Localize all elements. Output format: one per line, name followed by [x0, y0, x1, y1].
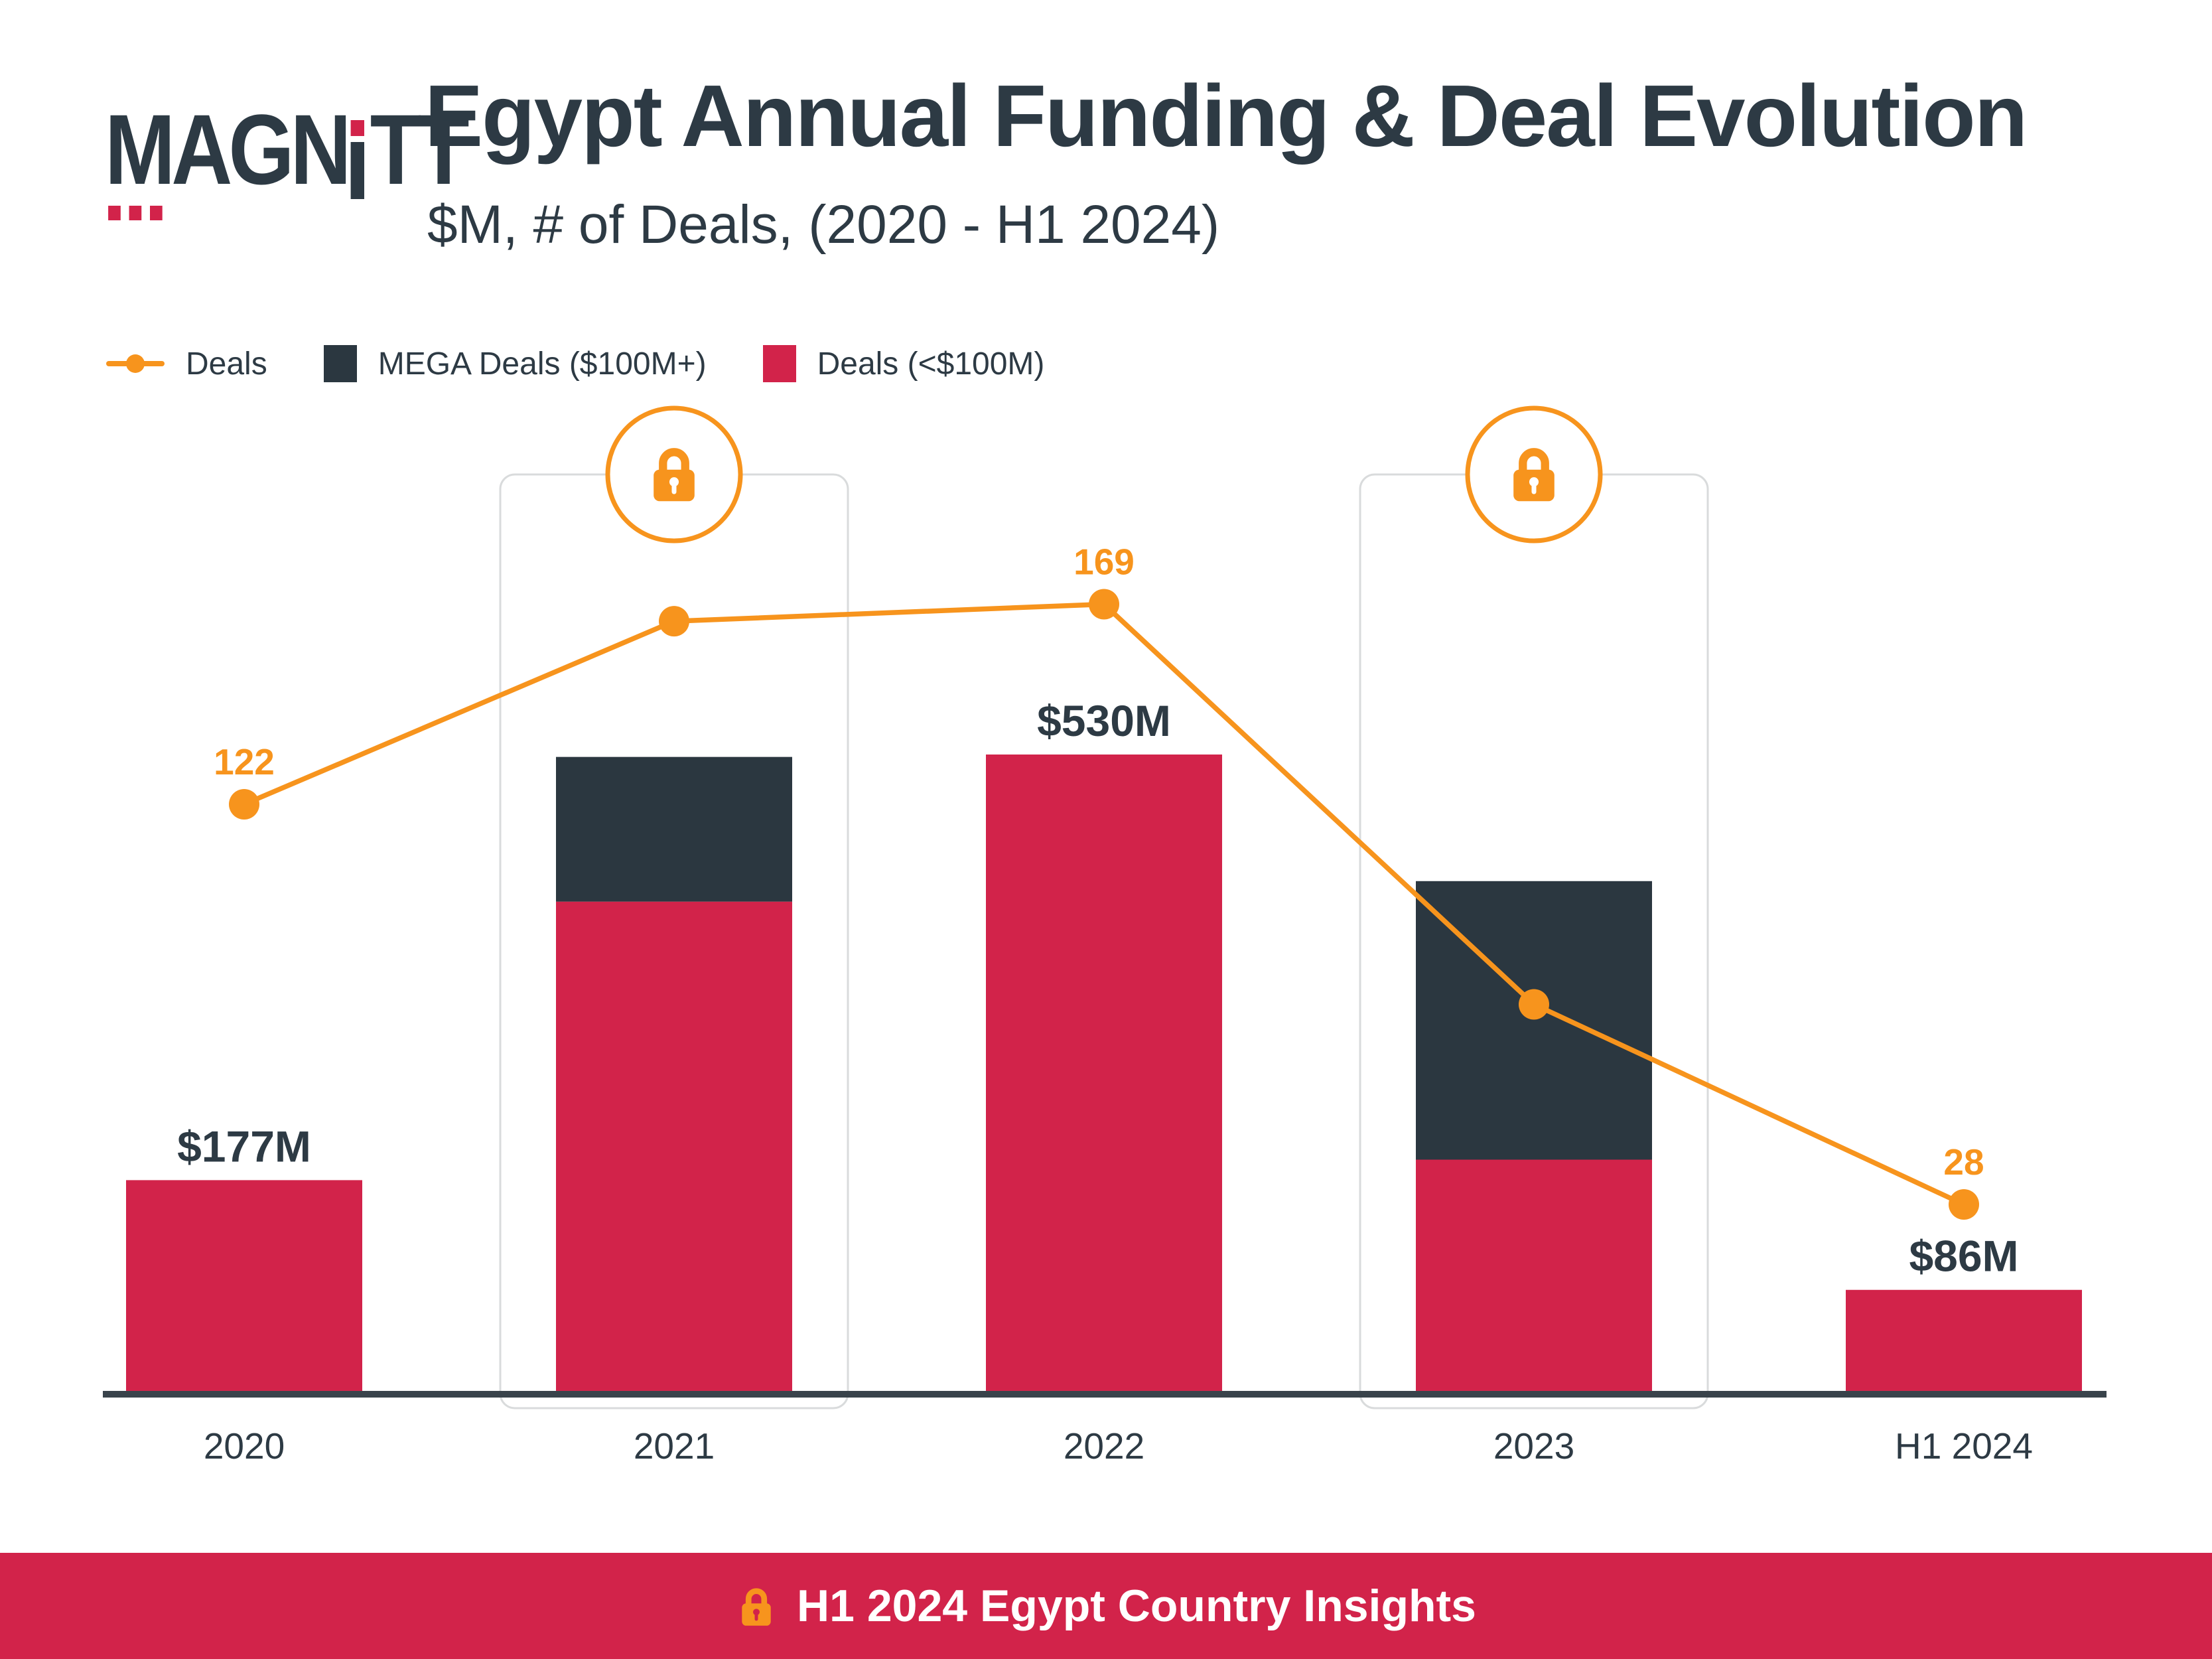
deals-point-H1 2024: [1949, 1189, 1979, 1220]
x-axis-line: [103, 1391, 2107, 1398]
square-marker-icon: [323, 345, 357, 382]
lock-badge-2023[interactable]: [1465, 405, 1603, 543]
page-title: Egypt Annual Funding & Deal Evolution: [425, 67, 2028, 165]
bar-total-label-H1 2024: $86M: [1909, 1232, 2018, 1281]
x-tick-2021: 2021: [634, 1425, 715, 1467]
bar-total-label-2022: $530M: [1037, 696, 1171, 745]
line-dot-marker-icon: [106, 361, 165, 366]
footer-banner-label: H1 2024 Egypt Country Insights: [797, 1581, 1476, 1631]
magnitt-logo: MAGN TT: [105, 94, 529, 220]
logo-i-stem: [350, 142, 365, 199]
deals-point-2022: [1089, 589, 1119, 620]
deals-point-2023: [1519, 989, 1549, 1020]
logo-i-red-dot: [350, 120, 365, 136]
chart-legend: Deals MEGA Deals ($100M+) Deals (<$100M): [106, 345, 1044, 382]
square-marker-icon: [762, 345, 796, 382]
bar-mega-deals-2023: [1416, 881, 1652, 1160]
logo-red-feet: [108, 206, 163, 220]
legend-label: Deals (<$100M): [817, 346, 1045, 382]
deals-point-label-H1 2024: 28: [1943, 1141, 1984, 1183]
footer-banner[interactable]: H1 2024 Egypt Country Insights: [0, 1553, 2212, 1659]
bar-small-deals-2021: [556, 901, 792, 1394]
x-tick-2023: 2023: [1493, 1425, 1574, 1467]
logo-text-right: TT: [370, 94, 470, 205]
logo-letter-i: [350, 120, 365, 199]
x-tick-H1 2024: H1 2024: [1895, 1425, 2033, 1467]
legend-label: MEGA Deals ($100M+): [378, 346, 707, 382]
bar-small-deals-2023: [1416, 1159, 1652, 1394]
x-tick-2022: 2022: [1064, 1425, 1144, 1467]
legend-item-deals: Deals: [106, 346, 267, 382]
bar-total-label-2020: $177M: [177, 1121, 311, 1171]
page-subtitle: $M, # of Deals, (2020 - H1 2024): [427, 194, 1220, 255]
legend-item-mega-deals: MEGA Deals ($100M+): [323, 345, 707, 382]
deals-point-label-2022: 169: [1073, 541, 1135, 582]
legend-item-small-deals: Deals (<$100M): [762, 345, 1045, 382]
deals-point-label-2020: 122: [214, 741, 275, 782]
bar-small-deals-2020: [126, 1180, 362, 1394]
bar-small-deals-2022: [986, 755, 1222, 1394]
lock-badge-2021[interactable]: [605, 405, 743, 543]
lock-icon: [736, 1585, 777, 1626]
bar-small-deals-H1 2024: [1846, 1289, 2082, 1394]
x-tick-2020: 2020: [204, 1425, 285, 1467]
legend-label: Deals: [186, 346, 267, 382]
bar-mega-deals-2021: [556, 757, 792, 902]
deals-point-2020: [229, 789, 259, 820]
deals-point-2021: [659, 606, 689, 637]
logo-word: MAGN TT: [105, 94, 470, 220]
logo-text-left: MAGN: [105, 94, 352, 205]
